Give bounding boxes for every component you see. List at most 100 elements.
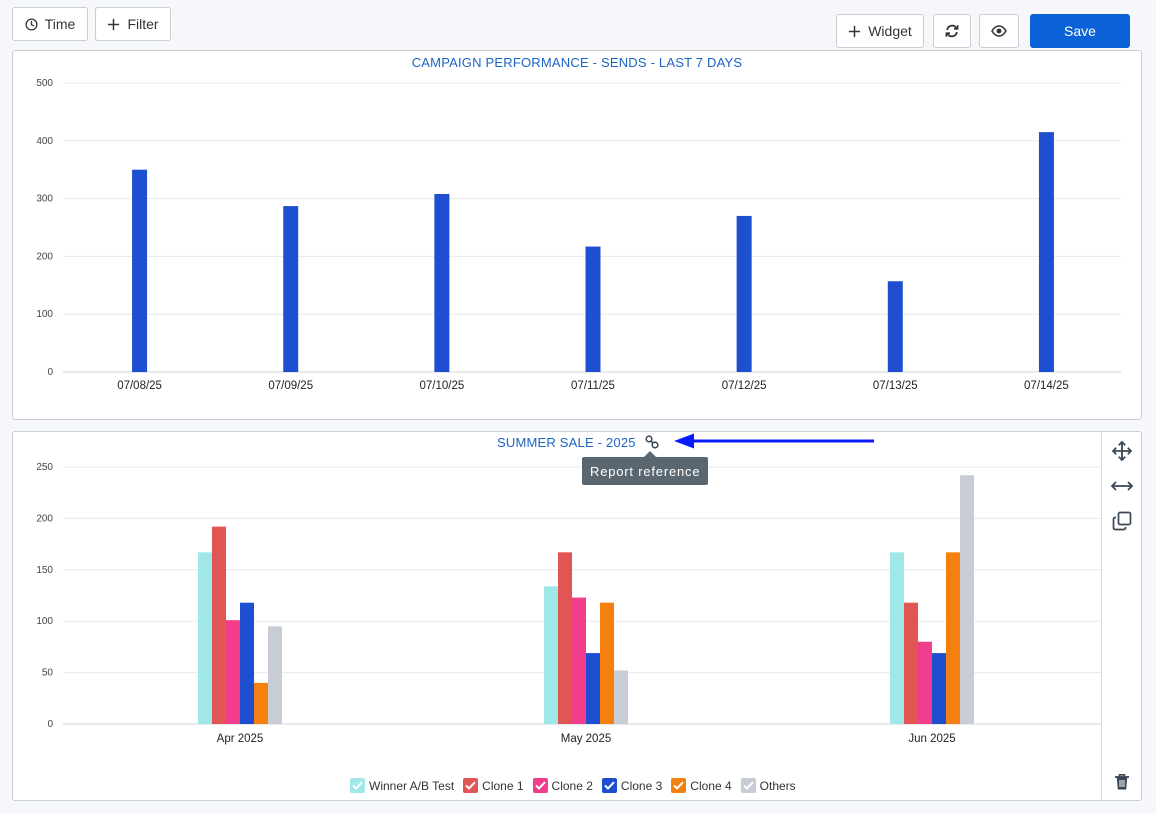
x-tick-label: 07/08/25 <box>117 380 162 392</box>
legend-item[interactable]: Clone 2 <box>532 778 593 793</box>
check-icon <box>465 781 476 790</box>
summer-sale-chart-panel: SUMMER SALE - 2025 0 50 100 150 200 250 Apr 20… <box>12 431 1142 801</box>
x-tick-label: 07/12/25 <box>722 380 767 392</box>
legend-checkbox[interactable] <box>671 778 687 793</box>
plus-icon <box>107 18 120 31</box>
chart-legend: Winner A/B Test Clone 1 Clone 2 Clone 3 Clon… <box>350 778 805 793</box>
bar <box>198 552 212 724</box>
chart-title: CAMPAIGN PERFORMANCE - SENDS - LAST 7 DA… <box>411 55 743 70</box>
legend-checkbox[interactable] <box>350 778 365 793</box>
bar <box>132 169 148 372</box>
bar <box>558 552 572 724</box>
x-tick-label: Apr 2025 <box>217 733 264 745</box>
legend-label: Clone 2 <box>551 778 593 793</box>
time-button-label: Time <box>44 16 76 32</box>
bar <box>212 526 226 724</box>
bar <box>918 641 932 724</box>
bar <box>736 215 752 372</box>
bar <box>946 552 960 724</box>
bar <box>890 552 904 724</box>
y-tick-label: 300 <box>36 194 53 205</box>
y-tick-label: 200 <box>36 251 53 262</box>
save-button[interactable]: Save <box>1030 14 1130 48</box>
x-tick-label: Jun 2025 <box>908 733 955 745</box>
y-tick-label: 100 <box>36 309 53 320</box>
y-tick-label: 400 <box>36 136 53 147</box>
annotation-arrow <box>674 433 874 449</box>
link-icon[interactable] <box>645 435 659 449</box>
sends-chart-panel: CAMPAIGN PERFORMANCE - SENDS - LAST 7 DA… <box>12 50 1142 420</box>
y-tick-label: 0 <box>47 719 53 730</box>
check-icon <box>673 781 685 790</box>
bar <box>1038 132 1054 372</box>
x-tick-label: 07/10/25 <box>419 380 464 392</box>
y-tick-label: 50 <box>42 668 54 679</box>
bar <box>586 653 600 724</box>
y-tick-label: 100 <box>36 616 53 627</box>
plus-icon <box>848 25 861 38</box>
clock-icon <box>25 17 38 31</box>
y-tick-label: 150 <box>36 565 53 576</box>
add-widget-button-label: Widget <box>868 23 912 39</box>
legend-item[interactable]: Clone 4 <box>671 778 732 793</box>
filter-button[interactable]: Filter <box>95 7 171 41</box>
copy-icon <box>1112 511 1132 531</box>
bar <box>544 586 558 724</box>
filter-button-label: Filter <box>127 16 159 32</box>
legend-label: Clone 4 <box>690 778 732 793</box>
legend-label: Winner A/B Test <box>369 778 455 793</box>
check-icon <box>534 781 546 790</box>
bar <box>585 246 601 372</box>
legend-item[interactable]: Others <box>740 778 796 793</box>
eye-icon <box>991 25 1007 37</box>
x-tick-label: 07/13/25 <box>873 380 918 392</box>
legend-checkbox[interactable] <box>463 778 479 793</box>
x-tick-label: 07/09/25 <box>268 380 313 392</box>
bar <box>904 602 918 724</box>
widget-side-toolbar <box>1101 432 1141 800</box>
legend-item[interactable]: Winner A/B Test <box>350 778 454 793</box>
horizontal-resize-icon <box>1111 479 1133 493</box>
legend-label: Others <box>759 778 796 793</box>
refresh-icon <box>945 24 959 38</box>
check-icon <box>742 781 754 790</box>
bar <box>600 602 614 724</box>
resize-widget-button[interactable] <box>1102 472 1142 500</box>
add-widget-button[interactable]: Widget <box>836 14 924 48</box>
bar <box>960 475 974 724</box>
preview-button[interactable] <box>979 14 1019 48</box>
sends-bar-chart: 0 100 200 300 400 500 07/08/25 07/09/25 07/10/25… <box>36 78 1121 392</box>
bar <box>240 602 254 724</box>
report-reference-tooltip: Report reference <box>582 451 709 485</box>
legend-item[interactable]: Clone 1 <box>463 778 524 793</box>
bar <box>614 670 628 724</box>
delete-widget-button[interactable] <box>1102 768 1142 796</box>
summer-sale-bar-chart: 0 50 100 150 200 250 Apr 2025 May 2025 Jun 2025 <box>36 462 1101 745</box>
move-icon <box>1112 441 1132 461</box>
y-tick-label: 250 <box>36 462 53 473</box>
tooltip-text: Report reference <box>590 463 701 479</box>
save-button-label: Save <box>1064 23 1096 39</box>
x-tick-label: 07/11/25 <box>571 380 615 392</box>
move-widget-button[interactable] <box>1102 437 1142 465</box>
check-icon <box>352 781 363 790</box>
refresh-button[interactable] <box>933 14 971 48</box>
bar <box>283 206 299 372</box>
y-tick-label: 0 <box>47 367 53 378</box>
bar <box>932 653 946 724</box>
duplicate-widget-button[interactable] <box>1102 507 1142 535</box>
bar <box>887 281 903 372</box>
time-button[interactable]: Time <box>12 7 88 41</box>
legend-checkbox[interactable] <box>532 778 548 793</box>
y-tick-label: 500 <box>36 78 53 89</box>
y-tick-label: 200 <box>36 513 53 524</box>
legend-label: Clone 1 <box>482 778 524 793</box>
x-tick-label: 07/14/25 <box>1024 380 1069 392</box>
legend-checkbox[interactable] <box>740 778 756 793</box>
chart-title: SUMMER SALE - 2025 <box>497 435 636 450</box>
trash-icon <box>1114 773 1130 791</box>
legend-checkbox[interactable] <box>601 778 617 793</box>
check-icon <box>604 781 615 790</box>
x-tick-label: May 2025 <box>561 733 612 745</box>
legend-item[interactable]: Clone 3 <box>601 778 662 793</box>
